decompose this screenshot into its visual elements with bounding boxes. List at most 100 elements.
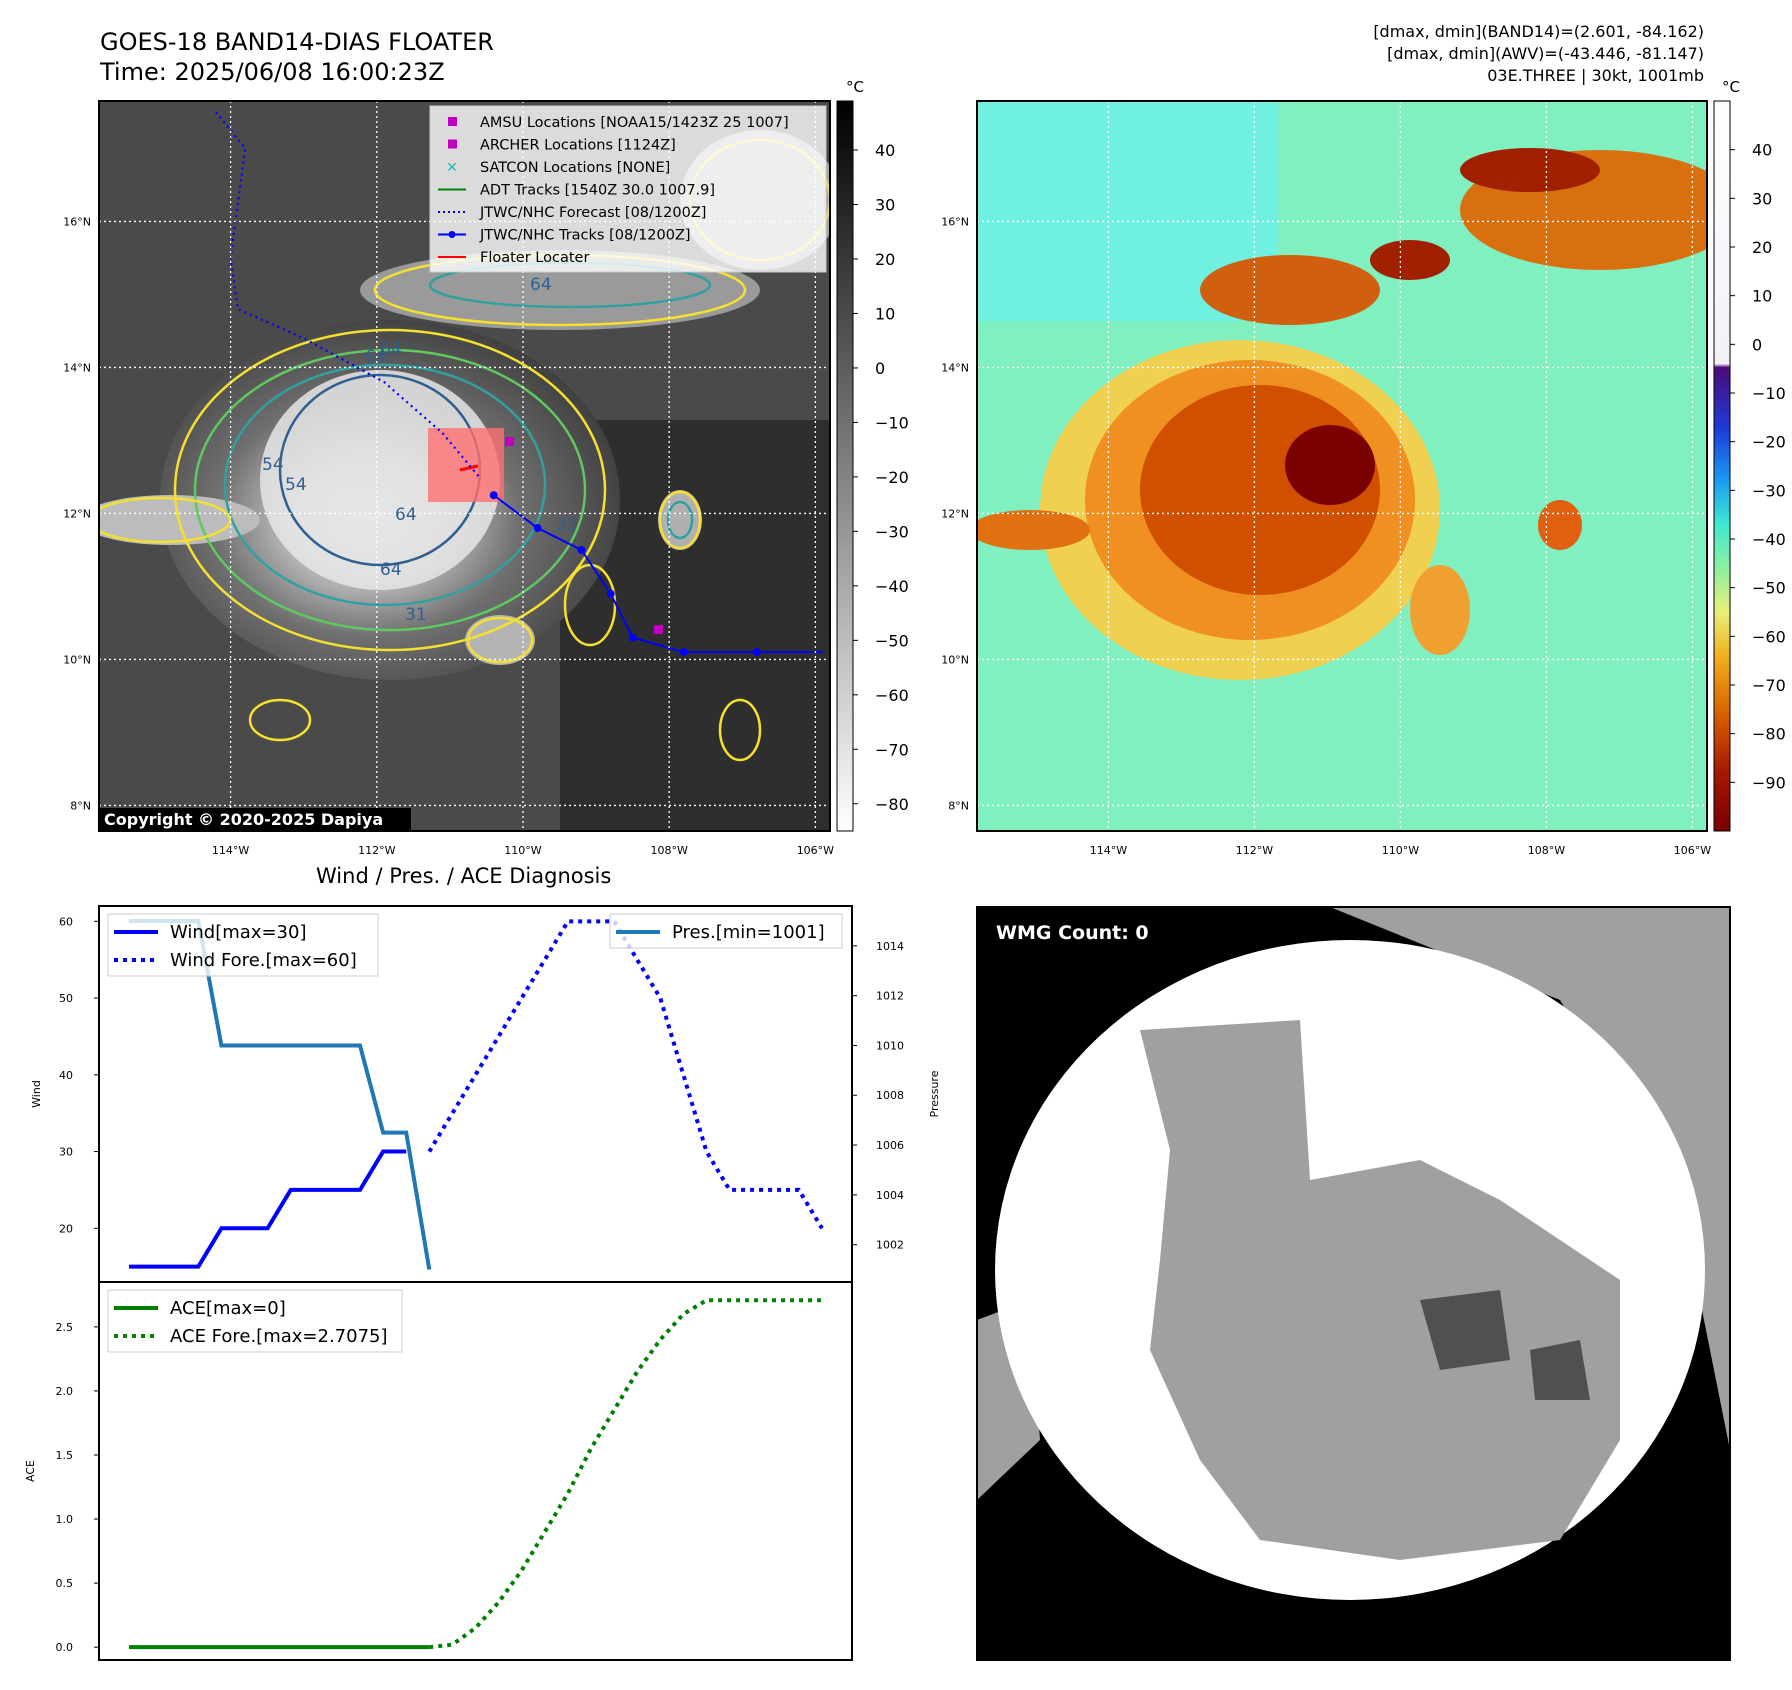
colorbar-left-tick-label: −10 <box>875 413 909 432</box>
wmg-frame <box>976 906 1731 1661</box>
contour-label: 64 <box>380 560 402 580</box>
colorbar-left-tick-label: 40 <box>875 141 895 160</box>
stats-line-2: [dmax, dmin](AWV)=(-43.446, -81.147) <box>1387 44 1704 63</box>
enhanced-map-panel <box>976 100 1708 832</box>
track-point <box>577 545 586 554</box>
grid-right <box>977 101 1707 831</box>
pressure-legend-box <box>609 913 843 949</box>
left-lon-label: 106°W <box>797 844 834 857</box>
track-point <box>628 633 637 642</box>
colorbar-right-tick-label: −10 <box>1752 384 1786 403</box>
wind-forecast-line <box>427 919 824 1230</box>
enhanced-east-cell <box>1538 500 1582 550</box>
colorbar-left-tick-label: −50 <box>875 631 909 650</box>
colorbar-right-tick-label: −20 <box>1752 433 1786 452</box>
colorbar-right-gradient <box>1713 100 1731 832</box>
wind-panel-title: Wind / Pres. / ACE Diagnosis <box>316 864 612 888</box>
colorbar-left-tick-label: −30 <box>875 522 909 541</box>
contour-label: 54 <box>285 475 307 495</box>
contour-label: 54 <box>262 455 284 475</box>
colorbar-left-tick-label: −70 <box>875 740 909 759</box>
legend-label: JTWC/NHC Forecast [08/1200Z] <box>479 205 706 221</box>
wmg-label-box <box>987 917 1167 951</box>
ace-ytick-label: 1.5 <box>56 1449 74 1462</box>
colorbar-right-tick-label: −50 <box>1752 579 1786 598</box>
contour-teal-east <box>666 500 694 540</box>
colorbar-right-tick-label: −80 <box>1752 725 1786 744</box>
ace-ylabel: ACE <box>24 1460 37 1482</box>
contour-yellow-se <box>718 698 762 762</box>
right-lon-label: 108°W <box>1528 844 1565 857</box>
ace-legend-box <box>107 1289 403 1353</box>
contour-label: 64 <box>365 347 387 367</box>
colorbar-left-tick-label: −60 <box>875 686 909 705</box>
ace-ytick-label: 1.0 <box>56 1513 74 1526</box>
right-lat-label: 16°N <box>941 215 969 228</box>
pressure-ytick-label: 1010 <box>876 1039 904 1052</box>
wmg-dark-patch-1 <box>1420 1290 1510 1370</box>
colorbar-left-tick-label: 10 <box>875 304 895 323</box>
wmg-count-label: WMG Count: 0 <box>996 922 1149 944</box>
ir-cloud-east <box>658 490 702 550</box>
wind-legend-box <box>107 913 379 977</box>
ace-ytick-label: 0.0 <box>56 1641 74 1654</box>
ace-ytick-label: 0.5 <box>56 1577 74 1590</box>
pressure-legend-label: Pres.[min=1001] <box>672 922 825 943</box>
pressure-ytick-label: 1004 <box>876 1189 904 1202</box>
colorbar-left-tick-label: 30 <box>875 196 895 215</box>
enhanced-storm-core <box>1285 425 1375 505</box>
wind-ylabel: Wind <box>30 1080 43 1108</box>
legend-marker-dot <box>448 231 456 238</box>
legend-label: Floater Locater <box>480 250 589 266</box>
right-lon-label: 114°W <box>1090 844 1127 857</box>
contour-label: 31 <box>405 605 427 625</box>
left-lat-label: 10°N <box>63 653 91 666</box>
track-point <box>533 524 542 533</box>
left-lon-label: 114°W <box>212 844 249 857</box>
wind-series: Wind[max=30] Wind Fore.[max=60] Pres.[min=… <box>107 913 843 1270</box>
pressure-ytick-label: 1012 <box>876 990 904 1003</box>
legend-label: AMSU Locations [NOAA15/1423Z 25 1007] <box>480 115 789 131</box>
colorbar-left-tick-label: −40 <box>875 577 909 596</box>
colorbar-right-ticks: 40 30 20 10 0 −10 −20 −30 −40 −50 −60 −70 −80 −90 <box>1730 141 1786 792</box>
legend-background <box>429 105 827 273</box>
left-lat-label: 16°N <box>63 215 91 228</box>
contour-yellow-south2 <box>563 563 617 647</box>
contour-yellow-south <box>466 616 534 664</box>
right-lat-label: 14°N <box>941 361 969 374</box>
legend-label: ADT Tracks [1540Z 30.0 1007.9] <box>480 183 715 199</box>
right-lat-label: 10°N <box>941 653 969 666</box>
left-lat-label: 12°N <box>63 507 91 520</box>
wind-ytick-label: 60 <box>59 915 73 928</box>
contour-label: 31 <box>555 515 577 535</box>
colorbar-right-tick-label: −90 <box>1752 773 1786 792</box>
left-lon-label: 110°W <box>504 844 541 857</box>
colorbar-left-gradient <box>836 100 854 832</box>
ace-axes: 2.5 2.0 1.5 1.0 0.5 0.0 ACE <box>24 1321 99 1654</box>
colorbar-left-tick-label: −80 <box>875 795 909 814</box>
floater-locater-line <box>459 464 479 472</box>
wind-line <box>129 1149 407 1269</box>
enhanced-west-band <box>977 510 1090 550</box>
contour-yellow-east <box>658 490 702 550</box>
legend-label: SATCON Locations [NONE] <box>480 160 670 176</box>
ace-forecast-line <box>429 1298 822 1650</box>
colorbar-left-tick-label: −20 <box>875 468 909 487</box>
ir-cold-core <box>260 370 500 590</box>
ir-map-frame <box>98 100 831 832</box>
contour-yellow-outer <box>173 328 607 652</box>
legend-box: AMSU Locations [NOAA15/1423Z 25 1007] ARC… <box>429 105 827 273</box>
legend-label: ARCHER Locations [1124Z] <box>480 138 676 154</box>
left-lat-label: 8°N <box>70 799 91 812</box>
colorbar-right-tick-label: 10 <box>1752 287 1772 306</box>
right-lat-label: 12°N <box>941 507 969 520</box>
stats-line-1: [dmax, dmin](BAND14)=(2.601, -84.162) <box>1373 22 1704 41</box>
wind-pressure-panel: 60 50 40 30 20 1014 1012 1010 1008 1006 1004 1002 Wi… <box>30 905 941 1283</box>
colorbar-right: 40 30 20 10 0 −10 −20 −30 −40 −50 −60 −70 −80 −90 <box>1713 100 1786 832</box>
track-point <box>489 491 498 500</box>
wind-forecast-legend-label: Wind Fore.[max=60] <box>170 950 357 971</box>
enhanced-map-frame <box>976 100 1708 832</box>
colorbar-right-tick-label: 0 <box>1752 335 1762 354</box>
